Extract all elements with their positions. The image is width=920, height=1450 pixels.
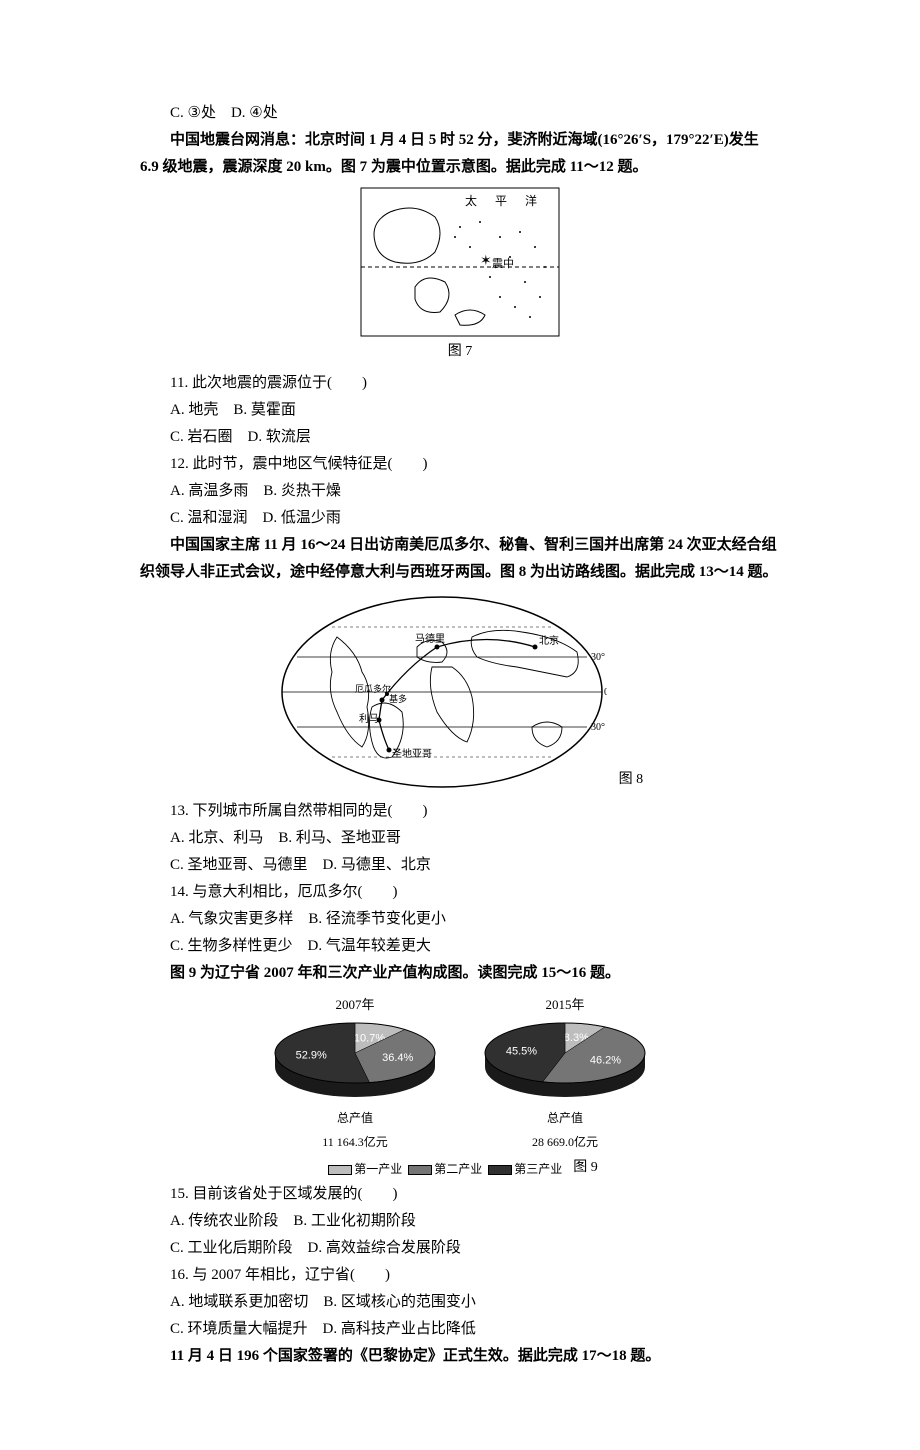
svg-text:洋: 洋 <box>525 193 537 208</box>
figure-8: 北京 马德里 厄瓜多尔 基多 利马 圣地亚哥 30° 0° 30° 图 8 <box>140 592 780 792</box>
pie-2015-total-value: 28 669.0亿元 <box>480 1132 650 1154</box>
pie-2015: 2015年 8.3%46.2%45.5% 总产值 28 669.0亿元 <box>480 993 650 1153</box>
pie-2007-total-value: 11 164.3亿元 <box>270 1132 440 1154</box>
pie-2015-title: 2015年 <box>480 993 650 1016</box>
q14-stem: 14. 与意大利相比，厄瓜多尔( ) <box>140 879 780 906</box>
passage-15-16: 图 9 为辽宁省 2007 年和三次产业产值构成图。读图完成 15～16 题。 <box>140 960 780 987</box>
q12-ab: A. 高温多雨 B. 炎热干燥 <box>140 478 780 505</box>
legend-swatch <box>488 1165 512 1175</box>
q10-options-cd: C. ③处 D. ④处 <box>140 100 780 127</box>
pie-2007: 2007年 10.7%36.4%52.9% 总产值 11 164.3亿元 <box>270 993 440 1153</box>
q15-cd: C. 工业化后期阶段 D. 高效益综合发展阶段 <box>140 1235 780 1262</box>
pie-2007-title: 2007年 <box>270 993 440 1016</box>
q11-cd: C. 岩石圈 D. 软流层 <box>140 424 780 451</box>
legend-text: 第三产业 <box>514 1162 562 1176</box>
fig9-legend: 第一产业 第二产业 第三产业 图 9 <box>140 1155 780 1180</box>
q16-ab: A. 地域联系更加密切 B. 区域核心的范围变小 <box>140 1289 780 1316</box>
q13-stem: 13. 下列城市所属自然带相同的是( ) <box>140 798 780 825</box>
pie-2015-total-label: 总产值 <box>480 1108 650 1130</box>
legend-swatch <box>328 1165 352 1175</box>
legend-text: 第二产业 <box>434 1162 482 1176</box>
svg-text:平: 平 <box>495 194 507 208</box>
passage-13-14: 中国国家主席 11 月 16～24 日出访南美厄瓜多尔、秘鲁、智利三国并出席第 … <box>140 532 780 586</box>
svg-text:利马: 利马 <box>359 713 379 725</box>
q12-cd: C. 温和湿润 D. 低温少雨 <box>140 505 780 532</box>
svg-text:36.4%: 36.4% <box>382 1052 413 1064</box>
q13-ab: A. 北京、利马 B. 利马、圣地亚哥 <box>140 825 780 852</box>
q12-stem: 12. 此时节，震中地区气候特征是( ) <box>140 451 780 478</box>
legend-text: 第一产业 <box>354 1162 402 1176</box>
svg-text:太: 太 <box>465 193 477 208</box>
q15-stem: 15. 目前该省处于区域发展的( ) <box>140 1181 780 1208</box>
q15-ab: A. 传统农业阶段 B. 工业化初期阶段 <box>140 1208 780 1235</box>
fig8-svg: 北京 马德里 厄瓜多尔 基多 利马 圣地亚哥 30° 0° 30° <box>277 592 607 792</box>
fig9-caption: 图 9 <box>573 1155 598 1180</box>
svg-text:马德里: 马德里 <box>415 632 445 645</box>
figure-7: ✶ 震中 太 平 洋 图 7 <box>140 187 780 364</box>
legend-swatch <box>408 1165 432 1175</box>
fig8-caption: 图 8 <box>619 767 644 792</box>
q13-cd: C. 圣地亚哥、马德里 D. 马德里、北京 <box>140 852 780 879</box>
svg-text:0°: 0° <box>604 687 607 698</box>
svg-text:46.2%: 46.2% <box>590 1054 621 1066</box>
pie-2007-total-label: 总产值 <box>270 1108 440 1130</box>
fig7-caption: 图 7 <box>140 339 780 364</box>
svg-text:30°: 30° <box>591 652 605 663</box>
figure-9: 2007年 10.7%36.4%52.9% 总产值 11 164.3亿元 201… <box>140 993 780 1153</box>
fig7-svg: ✶ 震中 太 平 洋 <box>360 187 560 337</box>
svg-text:45.5%: 45.5% <box>506 1045 537 1057</box>
svg-text:厄瓜多尔: 厄瓜多尔 <box>355 683 391 694</box>
svg-text:圣地亚哥: 圣地亚哥 <box>392 747 432 760</box>
passage-17-18: 11 月 4 日 196 个国家签署的《巴黎协定》正式生效。据此完成 17～18… <box>140 1343 780 1370</box>
q14-ab: A. 气象灾害更多样 B. 径流季节变化更小 <box>140 906 780 933</box>
fig7-epicenter-label: 震中 <box>492 257 514 270</box>
q16-cd: C. 环境质量大幅提升 D. 高科技产业占比降低 <box>140 1316 780 1343</box>
svg-text:52.9%: 52.9% <box>296 1049 327 1061</box>
svg-text:30°: 30° <box>591 722 605 733</box>
svg-text:✶: ✶ <box>480 252 492 268</box>
svg-text:基多: 基多 <box>389 693 407 704</box>
q11-ab: A. 地壳 B. 莫霍面 <box>140 397 780 424</box>
passage-11-12: 中国地震台网消息：北京时间 1 月 4 日 5 时 52 分，斐济附近海域(16… <box>140 127 780 181</box>
svg-text:北京: 北京 <box>539 634 559 647</box>
q14-cd: C. 生物多样性更少 D. 气温年较差更大 <box>140 933 780 960</box>
q11-stem: 11. 此次地震的震源位于( ) <box>140 370 780 397</box>
q16-stem: 16. 与 2007 年相比，辽宁省( ) <box>140 1262 780 1289</box>
